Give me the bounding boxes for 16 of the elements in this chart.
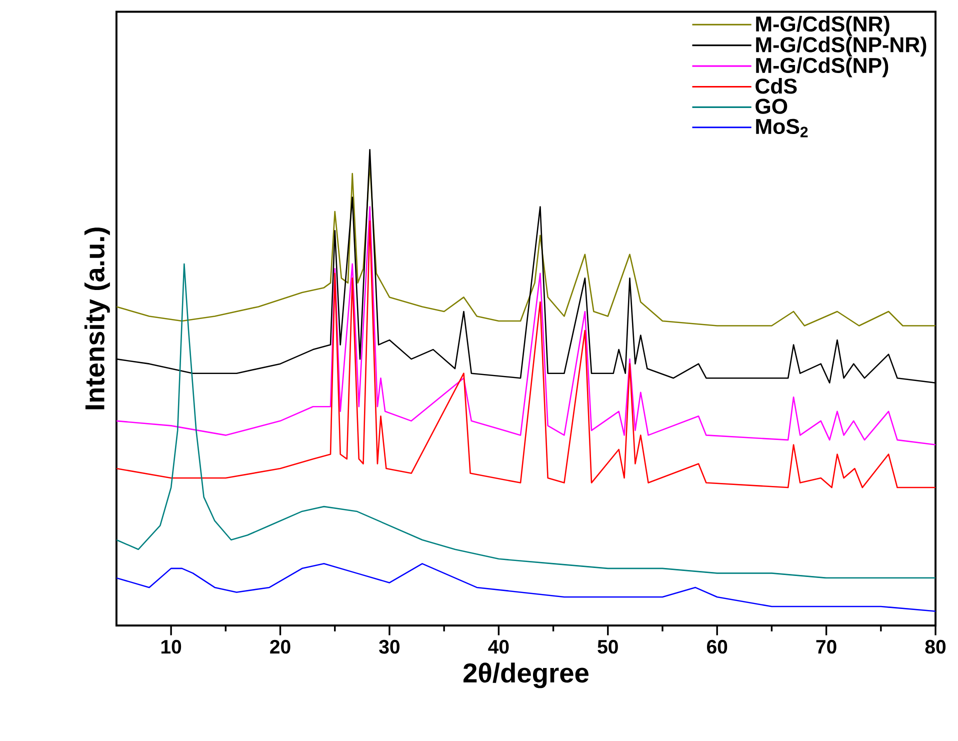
x-tick-label: 40: [488, 640, 509, 654]
x-tick-label: 20: [270, 640, 290, 654]
x-tick-label: 60: [706, 640, 728, 654]
y-axis-title: Intensity (a.u.): [84, 228, 110, 410]
legend-label: MoS$_{2}$: [756, 118, 808, 138]
legend-label: M-G/CdS(NR): [756, 16, 890, 36]
legend-label: GO: [756, 98, 788, 114]
x-tick-label: 80: [925, 640, 946, 654]
x-axis-title: 2θ/degree: [463, 662, 589, 688]
legend-label: M-G/CdS(NP): [756, 57, 888, 78]
legend-label: CdS: [756, 78, 797, 94]
x-tick-label: 50: [598, 640, 618, 654]
x-tick-label: 10: [161, 640, 182, 654]
legend-label: M-G/CdS(NP-NR): [756, 36, 926, 57]
x-tick-label: 30: [379, 640, 400, 654]
x-tick-label: 70: [816, 640, 836, 654]
